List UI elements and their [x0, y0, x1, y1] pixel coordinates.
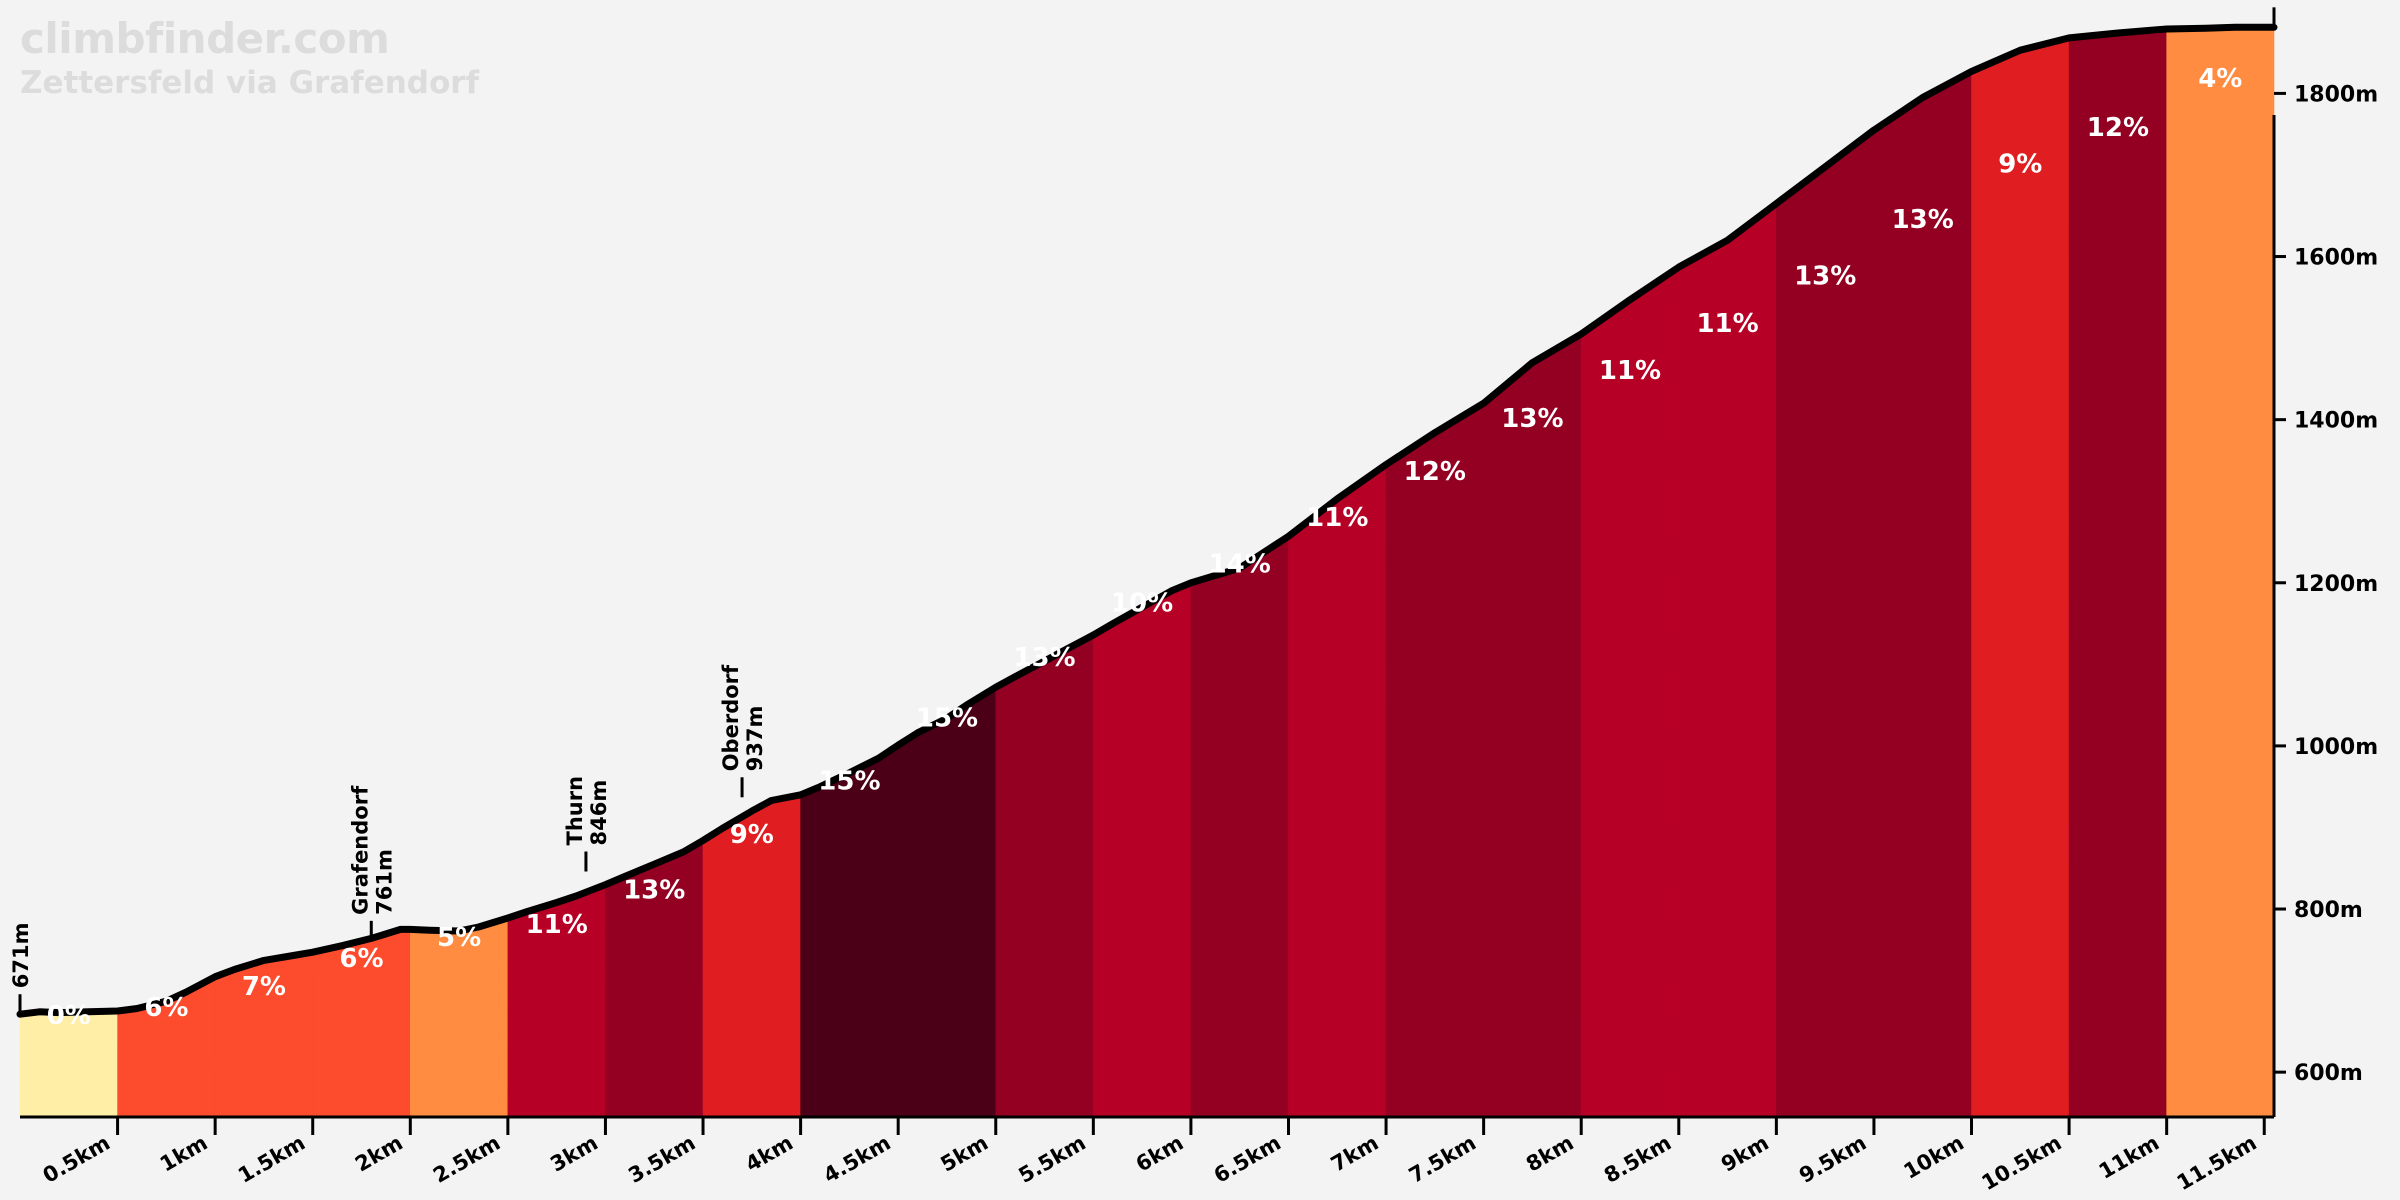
grade-label-3: 6%: [339, 944, 383, 974]
segment-17: [1678, 202, 1777, 1118]
x-tick-label-19: 10km: [1900, 1131, 1968, 1184]
segment-16: [1580, 266, 1680, 1118]
grade-label-7: 9%: [730, 820, 774, 850]
waypoint-label-3-0: Oberdorf: [719, 664, 743, 771]
x-tick-label-12: 6.5km: [1210, 1131, 1285, 1188]
waypoint-label-3-1: 937m: [743, 706, 767, 772]
y-tick-label-2: 1000m: [2294, 735, 2378, 760]
waypoint-label-2-0: Thurn: [563, 776, 587, 846]
x-tick-label-11: 6km: [1132, 1131, 1188, 1177]
x-tick-label-16: 8.5km: [1600, 1131, 1675, 1188]
waypoint-label-1-0: Grafendorf: [348, 785, 372, 915]
grade-label-19: 13%: [1892, 205, 1954, 235]
y-tick-label-3: 1200m: [2294, 572, 2378, 597]
grade-label-11: 10%: [1111, 589, 1173, 619]
grade-label-8: 15%: [818, 766, 880, 796]
segment-14: [1385, 402, 1484, 1118]
x-tick-label-3: 2km: [351, 1131, 407, 1177]
x-tick-label-0: 0.5km: [39, 1131, 114, 1188]
y-tick-label-4: 1400m: [2294, 409, 2378, 434]
y-tick-label-1: 800m: [2294, 898, 2363, 923]
x-tick-label-5: 3km: [546, 1131, 602, 1177]
grade-label-10: 13%: [1013, 643, 1075, 673]
grade-label-21: 12%: [2087, 113, 2149, 143]
grade-label-5: 11%: [526, 910, 588, 940]
grade-label-17: 11%: [1696, 309, 1758, 339]
segment-10: [995, 634, 1094, 1118]
profile-line: [16, 23, 2278, 1018]
x-tick-label-20: 10.5km: [1978, 1131, 2066, 1196]
grade-label-9: 15%: [916, 704, 978, 734]
segment-22: [2166, 27, 2275, 1118]
segment-9: [897, 686, 997, 1118]
grade-label-16: 11%: [1599, 356, 1661, 386]
grade-label-0: 0%: [47, 1001, 91, 1031]
grade-label-14: 12%: [1404, 457, 1466, 487]
x-tick-label-2: 1.5km: [234, 1131, 309, 1188]
x-tick-label-9: 5km: [937, 1131, 993, 1177]
grade-label-13: 11%: [1306, 503, 1368, 533]
waypoint-label-2-1: 846m: [587, 780, 611, 846]
x-tick-label-7: 4km: [741, 1131, 797, 1177]
y-tick-label-0: 600m: [2294, 1061, 2363, 1086]
segment-13: [1288, 463, 1387, 1118]
y-tick-label-6: 1800m: [2294, 82, 2378, 107]
x-tick-label-14: 7.5km: [1405, 1131, 1480, 1188]
segment-20: [1971, 37, 2070, 1118]
x-tick-label-18: 9.5km: [1795, 1131, 1870, 1188]
grade-label-15: 13%: [1501, 404, 1563, 434]
grade-label-4: 5%: [437, 923, 481, 953]
x-tick-label-21: 11km: [2095, 1131, 2163, 1184]
x-tick-label-1: 1km: [156, 1131, 212, 1177]
gradient-segments: [16, 23, 2278, 1118]
x-tick-label-15: 8km: [1522, 1131, 1578, 1177]
x-tick-label-10: 5.5km: [1015, 1131, 1090, 1188]
grade-label-2: 7%: [242, 972, 286, 1002]
y-tick-label-5: 1600m: [2294, 246, 2378, 271]
x-tick-label-22: 11.5km: [2173, 1131, 2261, 1196]
grade-label-20: 9%: [1998, 150, 2042, 180]
waypoint-label-0-0: 671m: [9, 923, 33, 989]
x-tick-label-8: 4.5km: [819, 1131, 894, 1188]
grade-label-18: 13%: [1794, 262, 1856, 292]
x-tick-label-17: 9km: [1717, 1131, 1773, 1177]
grade-label-22: 4%: [2198, 64, 2242, 94]
segment-12: [1190, 535, 1289, 1118]
segment-11: [1092, 582, 1192, 1118]
climb-name: Zettersfeld via Grafendorf: [20, 65, 480, 101]
grade-label-1: 6%: [144, 993, 188, 1023]
segment-21: [2068, 28, 2168, 1118]
x-tick-label-4: 2.5km: [429, 1131, 504, 1188]
waypoint-label-4-0: 1881m: [2263, 0, 2287, 1]
grade-label-12: 14%: [1209, 549, 1271, 579]
grade-labels: 0% 6% 7% 6% 5% 11% 13% 9% 15% 15% 13% 10% 14% 11% 12% 1…: [47, 64, 2243, 1031]
grade-label-6: 13%: [623, 876, 685, 906]
site-title: climbfinder.com: [20, 14, 390, 63]
segment-15: [1483, 333, 1582, 1118]
x-tick-label-13: 7km: [1327, 1131, 1383, 1177]
x-tick-label-6: 3.5km: [624, 1131, 699, 1188]
segment-8: [800, 744, 899, 1118]
waypoint-label-1-1: 761m: [372, 849, 396, 915]
